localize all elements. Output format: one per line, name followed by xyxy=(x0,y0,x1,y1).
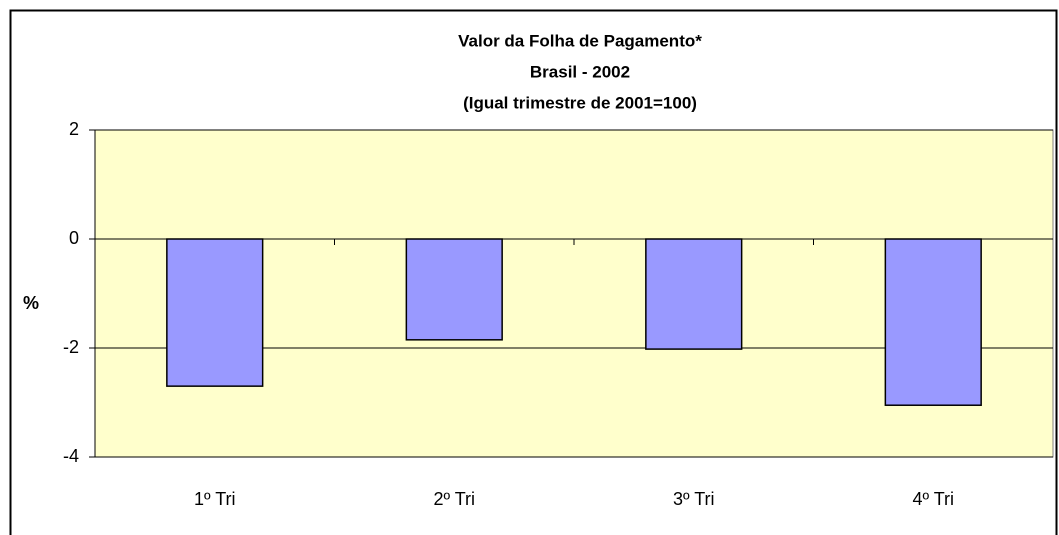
y-tick-label: 0 xyxy=(69,228,79,248)
x-tick-label: 2º Tri xyxy=(433,489,475,509)
x-tick-label: 4º Tri xyxy=(912,489,954,509)
y-tick-label: -4 xyxy=(63,446,79,466)
chart-title: Valor da Folha de Pagamento* xyxy=(458,31,702,50)
chart-title: Brasil - 2002 xyxy=(530,62,630,81)
bar xyxy=(884,238,982,406)
y-axis-label: % xyxy=(23,293,39,313)
y-tick-label: -2 xyxy=(63,337,79,357)
x-tick-label: 3º Tri xyxy=(673,489,715,509)
x-tick-label: 1º Tri xyxy=(194,489,236,509)
y-tick-label: 2 xyxy=(69,119,79,139)
bar xyxy=(645,238,743,350)
chart-title: (Igual trimestre de 2001=100) xyxy=(463,93,697,112)
bar xyxy=(405,238,503,341)
bar xyxy=(166,238,264,387)
